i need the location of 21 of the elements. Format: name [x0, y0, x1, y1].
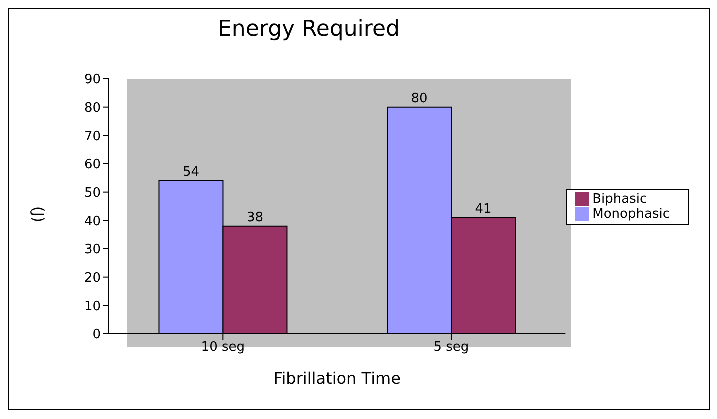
x-tick-label: 10 seg	[201, 340, 246, 356]
chart-title: Energy Required	[217, 17, 401, 42]
x-axis-title: Fibrillation Time	[274, 369, 401, 388]
y-axis-title: (J)	[30, 206, 48, 223]
data-label: 54	[182, 165, 200, 180]
y-tick-label: 40	[84, 214, 101, 230]
y-tick-label: 50	[84, 186, 101, 201]
y-tick-label: 10	[84, 299, 101, 314]
y-tick-label: 80	[84, 100, 101, 116]
data-label: 41	[475, 202, 492, 217]
legend-label: Monophasic	[592, 206, 670, 222]
data-label: 80	[411, 91, 428, 106]
y-tick-label: 70	[84, 129, 101, 144]
y-tick-label: 60	[84, 158, 101, 173]
data-label: 38	[246, 210, 264, 226]
y-tick-label: 90	[84, 72, 101, 88]
x-tick-label: 5 seg	[434, 340, 470, 356]
y-tick-label: 0	[92, 328, 101, 343]
y-tick-label: 30	[84, 242, 101, 258]
y-tick-label: 20	[84, 270, 101, 286]
legend-label: Biphasic	[592, 192, 648, 206]
